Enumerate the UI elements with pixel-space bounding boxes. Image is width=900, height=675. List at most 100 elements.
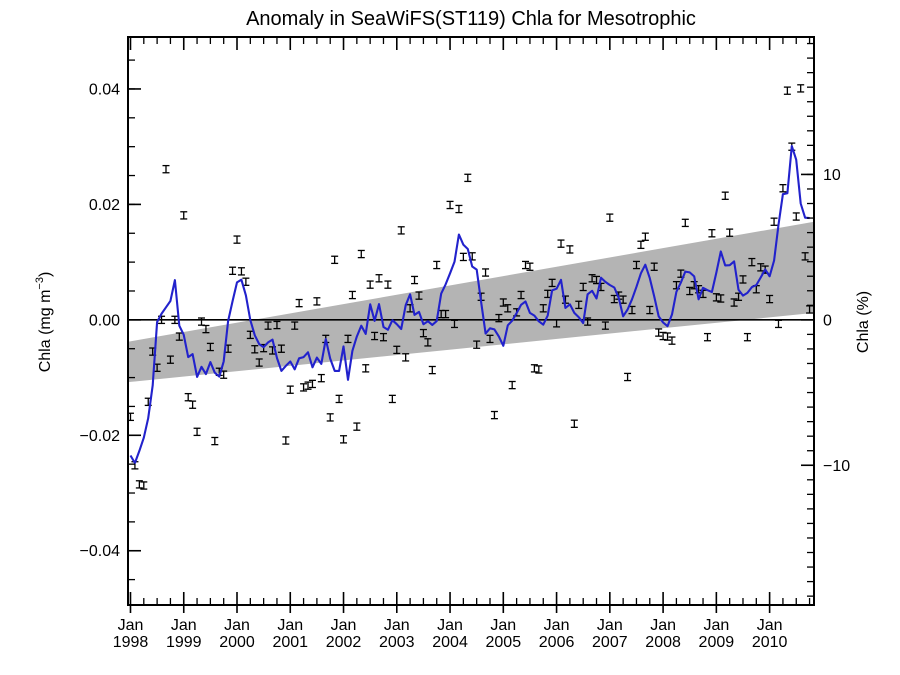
error-bar-marker <box>411 275 419 285</box>
error-bar-marker <box>340 435 348 444</box>
x-tick-year-label: 2001 <box>272 634 308 651</box>
error-bar-marker <box>703 332 711 342</box>
plot-frame <box>127 36 815 606</box>
error-bar-marker <box>517 290 525 300</box>
error-bar-marker <box>402 353 410 362</box>
x-tick-month-label: Jan <box>384 617 410 634</box>
error-bar-marker <box>189 400 197 409</box>
error-bar-marker <box>375 274 383 283</box>
error-bar-marker <box>393 345 401 355</box>
error-bar-marker <box>308 379 316 389</box>
error-bar-marker <box>442 309 450 319</box>
error-bar-marker <box>295 298 303 308</box>
error-bar-marker <box>229 266 237 276</box>
error-bar-marker <box>428 365 436 375</box>
error-bar-marker <box>237 267 245 276</box>
error-bar-marker <box>255 358 263 367</box>
error-bar-marker <box>508 380 516 390</box>
error-bar-marker <box>792 212 800 221</box>
error-bar-marker <box>641 232 649 241</box>
error-bar-marker <box>774 319 782 329</box>
trend-confidence-band-layer <box>128 221 814 383</box>
error-bar-marker <box>211 436 219 446</box>
error-bar-marker <box>317 373 325 383</box>
error-bar-marker <box>655 328 663 337</box>
x-tick-month-label: Jan <box>171 617 197 634</box>
error-bar-marker <box>384 280 392 289</box>
error-bar-marker <box>548 278 556 288</box>
error-bar-marker <box>171 315 179 325</box>
error-bar-marker <box>313 297 321 306</box>
error-bar-marker <box>557 239 565 248</box>
error-bar-marker <box>490 410 498 420</box>
error-bar-marker <box>286 385 294 394</box>
error-bar-marker <box>379 332 387 342</box>
x-tick-month-label: Jan <box>331 617 357 634</box>
error-bar-marker <box>162 164 170 174</box>
error-bar-marker <box>624 372 632 382</box>
y-axis-title-left: Chla (mg m−3) <box>34 272 54 373</box>
error-bar-marker <box>743 332 751 342</box>
x-tick-year-label: 2006 <box>539 634 575 651</box>
error-bar-marker <box>450 319 458 329</box>
x-tick-year-label: 2005 <box>486 634 522 651</box>
error-bar-marker <box>712 293 720 302</box>
chart-title: Anomaly in SeaWiFS(ST119) Chla for Mesot… <box>246 8 696 30</box>
error-bar-marker <box>681 218 689 228</box>
error-bar-marker <box>504 304 512 313</box>
error-bar-marker <box>415 291 423 300</box>
error-bar-marker <box>304 381 312 390</box>
x-tick-month-label: Jan <box>277 617 303 634</box>
x-tick-month-label: Jan <box>544 617 570 634</box>
error-bar-marker <box>184 392 192 402</box>
y-axis-tick-label: 0.04 <box>89 81 120 98</box>
error-bar-marker <box>770 217 778 226</box>
error-bar-marker <box>419 328 427 338</box>
y-axis-tick-label: −0.04 <box>80 543 121 560</box>
error-bar-marker <box>575 300 583 310</box>
error-bar-marker <box>140 481 148 490</box>
error-bar-marker <box>779 184 787 193</box>
error-bar-marker <box>335 394 343 404</box>
x-tick-year-label: 2000 <box>219 634 255 651</box>
error-bar-marker <box>397 226 405 235</box>
error-bar-marker <box>206 342 214 352</box>
error-bar-marker <box>300 383 308 392</box>
x-tick-month-label: Jan <box>597 617 623 634</box>
error-bar-marker <box>539 304 547 313</box>
error-bar-marker <box>388 394 396 404</box>
error-bar-marker <box>180 211 188 220</box>
error-bar-marker <box>282 436 290 445</box>
x-tick-year-label: 2003 <box>379 634 415 651</box>
error-bar-marker <box>686 286 694 296</box>
error-bar-marker <box>499 298 507 307</box>
y-axis-tick-label: −0.02 <box>80 428 121 445</box>
error-bar-marker <box>530 364 538 373</box>
error-bar-marker <box>588 274 596 283</box>
error-bar-marker <box>331 255 339 265</box>
y-axis-title-right: Chla (%) <box>855 291 872 353</box>
trend-confidence-band <box>128 221 814 383</box>
error-bar-marker <box>482 268 490 277</box>
error-bar-marker <box>526 262 534 271</box>
x-tick-month-label: Jan <box>224 617 250 634</box>
x-tick-year-label: 2009 <box>699 634 735 651</box>
error-bar-marker <box>486 334 494 344</box>
error-bar-marker <box>650 262 658 271</box>
x-tick-month-label: Jan <box>757 617 783 634</box>
error-bar-marker <box>251 345 259 354</box>
error-bar-marker <box>797 84 805 93</box>
error-bar-marker <box>606 213 614 222</box>
error-bar-marker <box>455 204 463 214</box>
smoothed-line-layer <box>129 145 810 465</box>
error-bar-marker <box>646 305 654 315</box>
error-bar-marker <box>748 257 756 267</box>
error-bar-marker <box>362 364 370 373</box>
error-bar-marker <box>166 355 174 364</box>
error-bar-marker <box>344 334 352 344</box>
error-bar-marker <box>717 294 725 303</box>
error-bar-marker <box>579 282 587 292</box>
error-bar-marker <box>739 275 747 284</box>
error-bar-marker <box>473 340 481 349</box>
x-tick-year-label: 1998 <box>113 634 149 651</box>
